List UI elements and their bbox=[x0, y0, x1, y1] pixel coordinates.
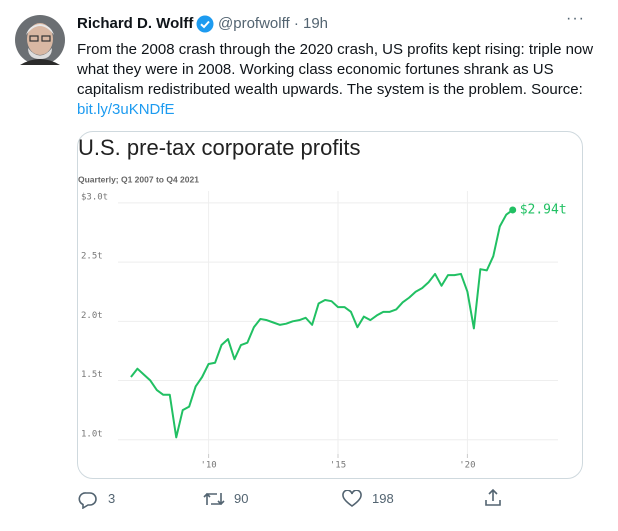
avatar[interactable] bbox=[15, 15, 65, 65]
author-handle[interactable]: @profwolff · 19h bbox=[218, 15, 328, 32]
share-icon[interactable] bbox=[483, 488, 503, 508]
separator: · bbox=[293, 15, 299, 32]
handle[interactable]: @profwolff bbox=[218, 15, 290, 32]
reply-count: 3 bbox=[108, 491, 116, 506]
like-count: 198 bbox=[372, 491, 394, 506]
reply-icon[interactable] bbox=[78, 491, 98, 509]
more-button[interactable]: ··· bbox=[566, 10, 585, 27]
like-icon[interactable] bbox=[341, 490, 363, 508]
link[interactable]: bit.ly/3uKNDfE bbox=[77, 101, 175, 118]
retweet-icon[interactable] bbox=[203, 490, 225, 508]
verified-badge bbox=[196, 15, 214, 33]
retweet-count: 90 bbox=[234, 491, 249, 506]
author-name[interactable]: Richard D. Wolff bbox=[77, 15, 194, 32]
text: From the 2008 crash through the 2020 cra… bbox=[77, 41, 594, 98]
media-card[interactable] bbox=[77, 131, 583, 479]
tweet-text: From the 2008 crash through the 2020 cra… bbox=[77, 40, 613, 120]
timestamp[interactable]: 19h bbox=[303, 15, 329, 32]
